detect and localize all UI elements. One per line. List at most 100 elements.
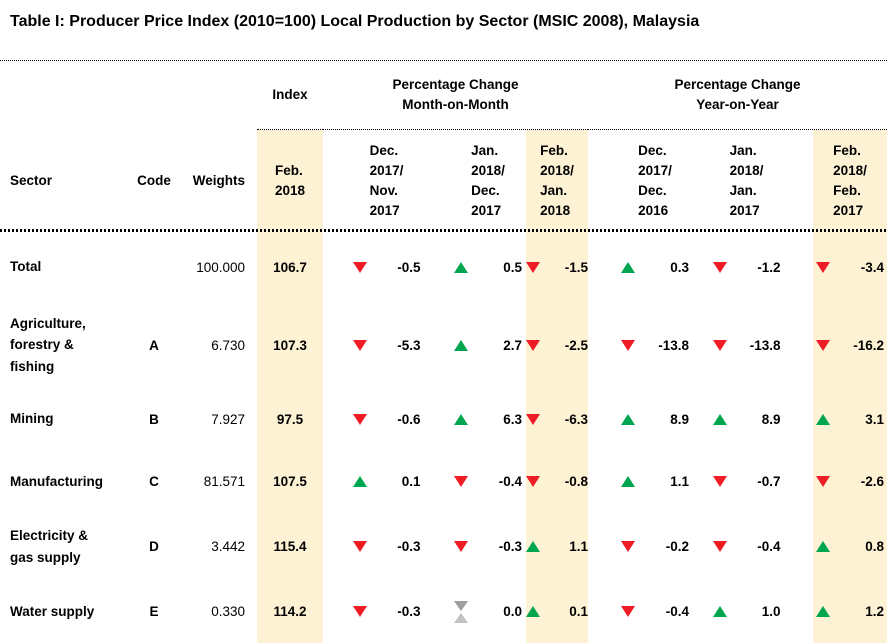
change-value: 1.1 [670, 474, 689, 489]
mom-change-cell-3: -1.5 [526, 232, 588, 302]
trend-up-icon [352, 476, 367, 487]
mom-change-cell-2: 0.5 [450, 232, 526, 302]
trend-down-icon [526, 476, 540, 487]
mom-change-cell-2: 2.7 [450, 302, 526, 388]
mom-change-cell-3: -6.3 [526, 388, 588, 450]
code-cell: B [149, 411, 159, 427]
change-value: 0.1 [569, 604, 588, 619]
change-value: 3.1 [865, 411, 884, 427]
change-value: -1.5 [564, 259, 588, 275]
trend-down-icon [712, 261, 727, 273]
mom-change-cell-3: 0.1 [526, 580, 588, 643]
yoy-change-cell-2: -0.7 [700, 450, 813, 513]
change-value: -13.8 [658, 337, 689, 353]
code-cell: E [149, 604, 159, 619]
change-value: 0.8 [865, 539, 884, 554]
weights-cell: 81.571 [203, 474, 245, 489]
yoy-change-cell-2: 1.0 [700, 580, 813, 643]
mom-change-cell-2: 0.0 [450, 580, 526, 643]
change-value: -0.6 [397, 411, 421, 427]
trend-down-icon [352, 339, 367, 351]
mom-change-cell-3: -0.8 [526, 450, 588, 513]
table-row-manufacturing: Manufacturing C 81.571 107.5 0.1 -0.4 -0… [0, 450, 887, 513]
mom-change-cell-1: -5.3 [323, 302, 450, 388]
yoy-change-cell-2: -0.4 [700, 513, 813, 580]
trend-up-icon [454, 261, 468, 273]
page-title: Table I: Producer Price Index (2010=100)… [10, 13, 700, 30]
change-value: 0.3 [670, 259, 689, 275]
index-value-cell: 97.5 [257, 388, 323, 450]
change-value: -0.3 [397, 604, 421, 619]
group-header-spacer [0, 61, 257, 130]
change-value: 1.0 [761, 604, 781, 619]
table-row-total: Total 100.000 106.7 -0.5 0.5 -1.5 0.3 -1… [0, 232, 887, 302]
trend-down-icon [454, 476, 468, 487]
trend-up-icon [816, 413, 830, 425]
sector-cell: Agriculture, forestry & fishing [10, 315, 86, 374]
mom-change-cell-3: -2.5 [526, 302, 588, 388]
header-divider-rule [0, 229, 887, 232]
change-value: 0.1 [401, 474, 421, 489]
mom-change-cell-1: 0.1 [323, 450, 450, 513]
yoy-change-cell-2: 8.9 [700, 388, 813, 450]
trend-down-icon [352, 606, 367, 617]
trend-down-icon [526, 413, 540, 425]
trend-down-icon [621, 541, 635, 552]
table-row-water-supply: Water supply E 0.330 114.2 -0.3 0.0 0.1 … [0, 580, 887, 643]
weights-cell: 100.000 [196, 259, 245, 275]
change-value: 8.9 [761, 411, 781, 427]
yoy-period-header-3: Feb. 2018/ Feb. 2017 [813, 130, 887, 232]
change-value: -0.7 [757, 474, 781, 489]
trend-down-icon [454, 541, 468, 552]
yoy-period-header-2: Jan. 2018/ Jan. 2017 [729, 142, 764, 219]
yoy-change-cell-3: 0.8 [813, 513, 887, 580]
trend-down-icon [712, 476, 727, 487]
trend-up-icon [526, 541, 540, 552]
yoy-change-cell-3: -3.4 [813, 232, 887, 302]
trend-down-icon [816, 476, 830, 487]
yoy-change-cell-1: 1.1 [588, 450, 700, 513]
change-value: -5.3 [397, 337, 421, 353]
sector-cell: Manufacturing [10, 473, 103, 489]
trend-up-icon [526, 606, 540, 617]
trend-neutral-icon [454, 600, 468, 623]
mom-change-cell-1: -0.5 [323, 232, 450, 302]
weights-cell: 7.927 [211, 411, 245, 427]
change-value: -0.3 [498, 539, 522, 554]
sector-cell: Mining [10, 411, 54, 427]
table-row-electricity-gas: Electricity & gas supply D 3.442 115.4 -… [0, 513, 887, 580]
trend-up-icon [454, 339, 468, 351]
weights-cell: 0.330 [211, 604, 245, 619]
trend-down-icon [526, 261, 540, 273]
trend-up-icon [454, 413, 468, 425]
trend-down-icon [816, 339, 830, 351]
weights-cell: 3.442 [211, 539, 245, 554]
mom-period-header-1: Dec. 2017/ Nov. 2017 [369, 142, 404, 219]
change-value: -0.4 [665, 604, 689, 619]
group-header-row: Index Percentage Change Month-on-Month P… [0, 60, 887, 130]
change-value: 1.2 [865, 604, 884, 619]
mom-change-cell-2: -0.4 [450, 450, 526, 513]
mom-change-cell-2: 6.3 [450, 388, 526, 450]
table-row-mining: Mining B 7.927 97.5 -0.6 6.3 -6.3 8.9 8.… [0, 388, 887, 450]
change-value: -1.2 [757, 259, 781, 275]
change-value: -0.8 [564, 474, 588, 489]
table-row-agriculture: Agriculture, forestry & fishing A 6.730 … [0, 302, 887, 388]
trend-down-icon [712, 339, 727, 351]
trend-down-icon [816, 261, 830, 273]
trend-down-icon [712, 541, 727, 552]
mom-period-header-2: Jan. 2018/ Dec. 2017 [471, 142, 505, 219]
trend-down-icon [352, 261, 367, 273]
trend-up-icon [712, 606, 727, 617]
change-value: -2.6 [860, 474, 884, 489]
index-value-cell: 106.7 [257, 232, 323, 302]
index-value-cell: 115.4 [257, 513, 323, 580]
change-value: -6.3 [564, 411, 588, 427]
trend-down-icon [352, 541, 367, 552]
sector-cell: Water supply [10, 603, 95, 619]
mom-change-cell-1: -0.3 [323, 580, 450, 643]
change-value: 8.9 [670, 411, 689, 427]
code-cell: A [149, 337, 159, 353]
index-value-cell: 107.3 [257, 302, 323, 388]
